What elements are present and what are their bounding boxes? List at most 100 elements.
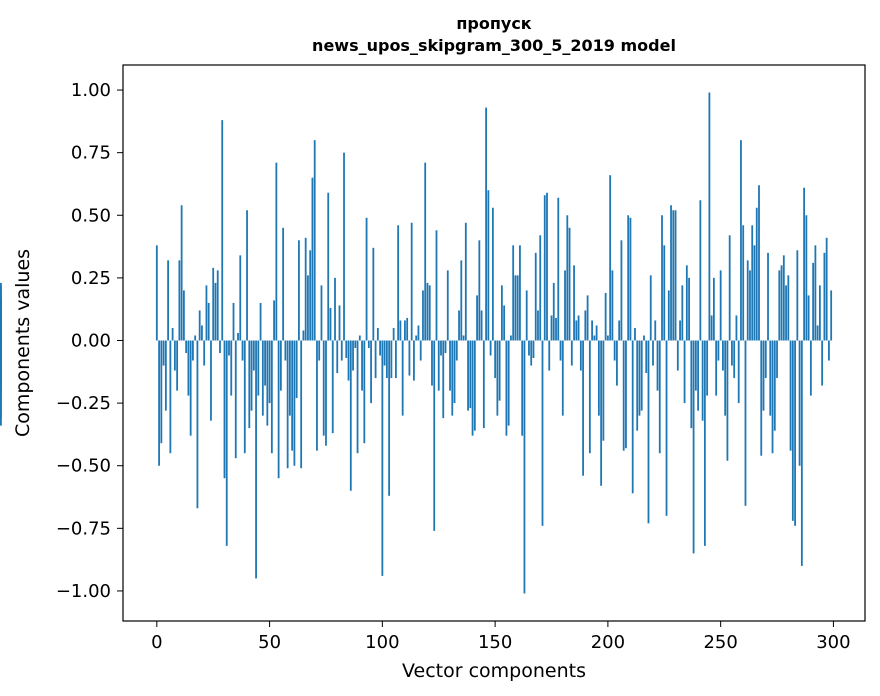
bar-61 bbox=[293, 340, 296, 466]
bar-90 bbox=[358, 335, 361, 341]
bar-187 bbox=[577, 315, 580, 341]
bar-268 bbox=[760, 340, 763, 456]
bar-42 bbox=[250, 340, 253, 411]
bar-144 bbox=[480, 310, 483, 341]
bar-276 bbox=[778, 270, 781, 341]
bar-174 bbox=[548, 340, 551, 371]
bar-176 bbox=[552, 282, 555, 341]
bar-269 bbox=[762, 340, 765, 411]
bar-238 bbox=[692, 340, 695, 554]
y-tick-label: −0.75 bbox=[56, 518, 111, 539]
bar-231 bbox=[676, 340, 679, 371]
bar-92 bbox=[363, 340, 366, 444]
bar-261 bbox=[744, 340, 747, 506]
bar-190 bbox=[584, 310, 587, 341]
bar-39 bbox=[243, 340, 246, 454]
bar-89 bbox=[356, 340, 359, 454]
bar-264 bbox=[751, 225, 754, 341]
bar-126 bbox=[440, 340, 442, 356]
bar-213 bbox=[636, 340, 639, 431]
bar-156 bbox=[507, 340, 510, 426]
bar-214 bbox=[638, 340, 641, 416]
bar-98 bbox=[376, 327, 379, 341]
bar-102 bbox=[385, 340, 388, 379]
bar-182 bbox=[566, 215, 569, 341]
bar-221 bbox=[654, 320, 657, 341]
bar-134 bbox=[458, 310, 460, 341]
bar-93 bbox=[365, 217, 368, 341]
bar-57 bbox=[284, 340, 287, 361]
bar-233 bbox=[681, 285, 684, 341]
bar-234 bbox=[683, 340, 686, 404]
bar-242 bbox=[701, 340, 704, 421]
bar-69 bbox=[311, 177, 314, 341]
bar-67 bbox=[307, 275, 309, 341]
bar-168 bbox=[534, 252, 537, 341]
bar-240 bbox=[697, 340, 699, 411]
bar-153 bbox=[500, 285, 503, 341]
bar-243 bbox=[703, 340, 706, 546]
bar-199 bbox=[604, 292, 607, 341]
bar-164 bbox=[525, 290, 528, 341]
bar-116 bbox=[417, 325, 420, 341]
bar-277 bbox=[780, 265, 783, 341]
y-axis-ticks: 1.00 0.75 0.50 0.25 0.00 −0.25 −0.50 −0.75 −1.00 bbox=[56, 80, 123, 602]
bar-289 bbox=[807, 295, 810, 341]
bar-21 bbox=[203, 340, 206, 366]
bar-160 bbox=[516, 275, 519, 341]
bar-36 bbox=[237, 332, 239, 341]
bar-22 bbox=[205, 285, 208, 341]
bar-265 bbox=[753, 245, 756, 341]
bar-121 bbox=[428, 285, 431, 341]
bar-219 bbox=[649, 275, 652, 341]
bar-55 bbox=[279, 340, 282, 391]
bar-undefined bbox=[0, 340, 2, 379]
bar-161 bbox=[519, 245, 521, 341]
bar-3 bbox=[162, 340, 165, 366]
bar-138 bbox=[467, 340, 469, 411]
bar-185 bbox=[573, 265, 575, 341]
bar-205 bbox=[618, 320, 621, 341]
y-tick-label: −0.50 bbox=[56, 456, 111, 477]
bar-35 bbox=[234, 340, 237, 459]
bar-29 bbox=[221, 120, 224, 341]
bar-0 bbox=[155, 245, 158, 341]
bar-6 bbox=[169, 340, 172, 454]
bar-16 bbox=[192, 340, 194, 361]
bar-217 bbox=[645, 340, 648, 374]
bar-86 bbox=[349, 340, 352, 491]
bar-266 bbox=[755, 207, 758, 341]
bar-201 bbox=[609, 175, 612, 341]
bar-290 bbox=[809, 340, 812, 396]
bar-129 bbox=[446, 270, 449, 341]
bar-181 bbox=[564, 270, 566, 341]
bar-108 bbox=[399, 320, 402, 341]
bar-203 bbox=[613, 340, 616, 361]
bar-65 bbox=[302, 330, 305, 341]
bar-130 bbox=[449, 340, 451, 391]
bar-142 bbox=[476, 295, 478, 341]
bar-235 bbox=[685, 265, 688, 341]
bar-151 bbox=[496, 340, 499, 416]
bar-104 bbox=[390, 340, 393, 379]
bar-123 bbox=[433, 340, 436, 531]
bar-71 bbox=[316, 340, 318, 451]
bar-245 bbox=[708, 92, 711, 341]
x-tick-label: 250 bbox=[703, 632, 737, 653]
bar-139 bbox=[469, 340, 472, 409]
bar-249 bbox=[717, 340, 720, 361]
bar-26 bbox=[214, 282, 217, 341]
y-tick-label: 0.25 bbox=[71, 268, 111, 289]
bar-2 bbox=[160, 340, 163, 444]
bar-17 bbox=[194, 335, 197, 341]
bar-230 bbox=[674, 210, 677, 341]
bar-147 bbox=[487, 190, 490, 341]
bar-273 bbox=[771, 340, 774, 454]
bar-212 bbox=[634, 327, 636, 341]
bar-125 bbox=[437, 340, 440, 391]
bar-169 bbox=[537, 310, 539, 341]
bar-4 bbox=[164, 340, 167, 411]
bar-229 bbox=[672, 210, 675, 341]
